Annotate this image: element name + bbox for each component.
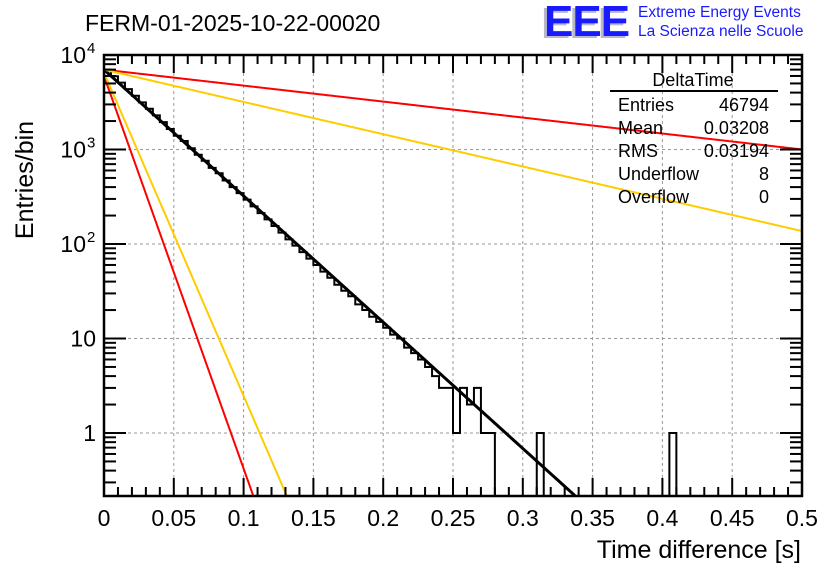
x-tick-label: 0 bbox=[98, 505, 111, 531]
stats-row-value: 0.03194 bbox=[704, 141, 769, 161]
y-tick-exponent: 4 bbox=[87, 40, 95, 57]
x-tick-label: 0.05 bbox=[151, 505, 196, 531]
y-tick-exponent: 3 bbox=[87, 135, 95, 152]
eee-logo: EEE Extreme Energy Events La Scienza nel… bbox=[540, 0, 836, 46]
fit-line-lower-yellow bbox=[103, 72, 288, 497]
y-tick-label: 10 bbox=[70, 326, 96, 352]
y-tick-exponent: 2 bbox=[87, 229, 95, 246]
eee-logo-mark: EEE bbox=[544, 0, 630, 46]
axis-ticks: 0 0.05 0.1 0.15 0.2 0.25 0.3 0.35 0.4 0.45 0.5 1 10 1… bbox=[60, 40, 818, 531]
x-axis-label: Time difference [s] bbox=[597, 536, 801, 564]
y-tick-label: 10 bbox=[60, 231, 86, 257]
fit-lines bbox=[102, 68, 803, 498]
x-tick-label: 0.2 bbox=[367, 505, 399, 531]
stats-row-value: 0.03208 bbox=[704, 118, 769, 138]
y-tick-label: 10 bbox=[60, 42, 86, 68]
x-tick-label: 0.45 bbox=[710, 505, 755, 531]
stats-row-label: Entries bbox=[618, 95, 674, 115]
fit-line-upper-yellow bbox=[103, 68, 803, 233]
fit-line-upper-red bbox=[103, 68, 803, 151]
x-tick-label: 0.15 bbox=[291, 505, 336, 531]
stats-box: DeltaTime Entries 46794 Mean 0.03208 RMS 0.031… bbox=[610, 70, 778, 207]
x-tick-label: 0.25 bbox=[431, 505, 476, 531]
y-axis-label: Entries/bin bbox=[11, 121, 39, 239]
stats-row-value: 46794 bbox=[719, 95, 769, 115]
stats-row-value: 0 bbox=[759, 187, 769, 207]
stats-row-value: 8 bbox=[759, 164, 769, 184]
chart-title: FERM-01-2025-10-22-00020 bbox=[85, 10, 380, 36]
stats-row-label: Overflow bbox=[618, 187, 690, 207]
stats-title: DeltaTime bbox=[652, 70, 733, 90]
stats-row-label: RMS bbox=[618, 141, 658, 161]
stats-row-label: Mean bbox=[618, 118, 663, 138]
logo-line-2: La Scienza nelle Scuole bbox=[638, 23, 804, 40]
y-tick-label: 10 bbox=[60, 137, 86, 163]
logo-line-1: Extreme Energy Events bbox=[638, 4, 801, 21]
x-tick-label: 0.1 bbox=[228, 505, 260, 531]
y-tick-label: 1 bbox=[83, 420, 96, 446]
x-tick-label: 0.4 bbox=[646, 505, 678, 531]
stats-row-label: Underflow bbox=[618, 164, 700, 184]
fit-line-fit bbox=[102, 68, 577, 498]
x-tick-label: 0.5 bbox=[786, 505, 818, 531]
fit-line-lower-red bbox=[103, 75, 255, 497]
x-tick-label: 0.3 bbox=[507, 505, 539, 531]
x-tick-label: 0.35 bbox=[570, 505, 615, 531]
